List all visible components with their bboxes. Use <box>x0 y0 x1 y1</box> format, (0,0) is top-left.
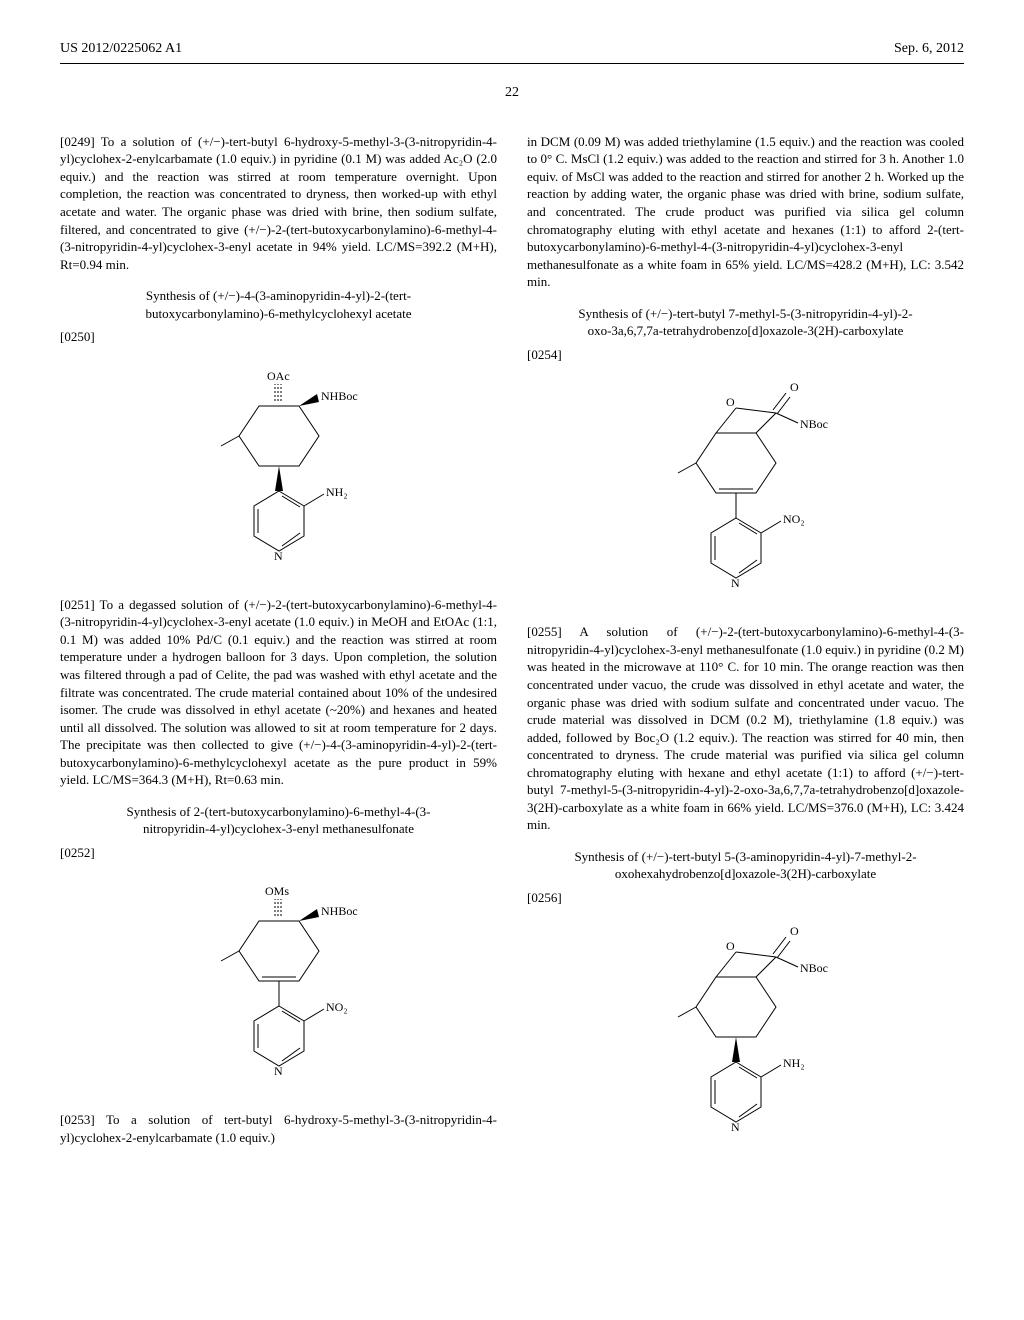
page-number: 22 <box>60 84 964 103</box>
label-carbonyl-o-4: O <box>790 924 799 938</box>
synthesis-title-4: Synthesis of (+/−)-tert-butyl 5-(3-amino… <box>567 848 924 883</box>
label-nboc-4: NBoc <box>800 961 828 975</box>
patent-date: Sep. 6, 2012 <box>894 40 964 59</box>
paragraph-0249: [0249] To a solution of (+/−)-tert-butyl… <box>60 133 497 273</box>
pyridine-n-4: N <box>731 1120 740 1134</box>
label-nboc-3: NBoc <box>800 417 828 431</box>
paragraph-0252: [0252] <box>60 844 497 862</box>
chemical-structure-4: O O NBoc NH₂ N <box>527 917 964 1147</box>
pyridine-n-2: N <box>274 1064 283 1078</box>
label-no2-2: NO₂ <box>326 1000 348 1014</box>
patent-number: US 2012/0225062 A1 <box>60 40 182 59</box>
paragraph-0253-cont: in DCM (0.09 M) was added triethylamine … <box>527 133 964 291</box>
paragraph-0256: [0256] <box>527 889 964 907</box>
paragraph-0253: [0253] To a solution of tert-butyl 6-hyd… <box>60 1111 497 1146</box>
label-ring-o-4: O <box>726 939 735 953</box>
page-header: US 2012/0225062 A1 Sep. 6, 2012 <box>60 40 964 59</box>
two-column-layout: [0249] To a solution of (+/−)-tert-butyl… <box>60 133 964 1167</box>
right-column: in DCM (0.09 M) was added triethylamine … <box>527 133 964 1167</box>
paragraph-0255: [0255] A solution of (+/−)-2-(tert-butox… <box>527 623 964 834</box>
label-oms: OMs <box>265 884 289 898</box>
pyridine-n-3: N <box>731 576 740 590</box>
label-no2-3: NO₂ <box>783 512 805 526</box>
synthesis-title-1: Synthesis of (+/−)-4-(3-aminopyridin-4-y… <box>100 287 457 322</box>
label-oac: OAc <box>267 369 290 383</box>
paragraph-0250: [0250] <box>60 328 497 346</box>
paragraph-0254: [0254] <box>527 346 964 364</box>
left-column: [0249] To a solution of (+/−)-tert-butyl… <box>60 133 497 1167</box>
header-rule <box>60 63 964 64</box>
label-carbonyl-o-3: O <box>790 380 799 394</box>
label-nh2-1: NH₂ <box>326 485 348 499</box>
synthesis-title-3: Synthesis of (+/−)-tert-butyl 7-methyl-5… <box>567 305 924 340</box>
chemical-structure-3: O O NBoc NO₂ N <box>527 373 964 603</box>
synthesis-title-2: Synthesis of 2-(tert-butoxycarbonylamino… <box>100 803 457 838</box>
label-nhboc-2: NHBoc <box>321 904 358 918</box>
label-ring-o-3: O <box>726 395 735 409</box>
chemical-structure-1: OAc NHBoc NH₂ N <box>60 356 497 576</box>
paragraph-0251: [0251] To a degassed solution of (+/−)-2… <box>60 596 497 789</box>
label-nh2-4: NH₂ <box>783 1056 805 1070</box>
chemical-structure-2: OMs NHBoc NO₂ N <box>60 871 497 1091</box>
pyridine-n-1: N <box>274 549 283 563</box>
label-nhboc-1: NHBoc <box>321 389 358 403</box>
